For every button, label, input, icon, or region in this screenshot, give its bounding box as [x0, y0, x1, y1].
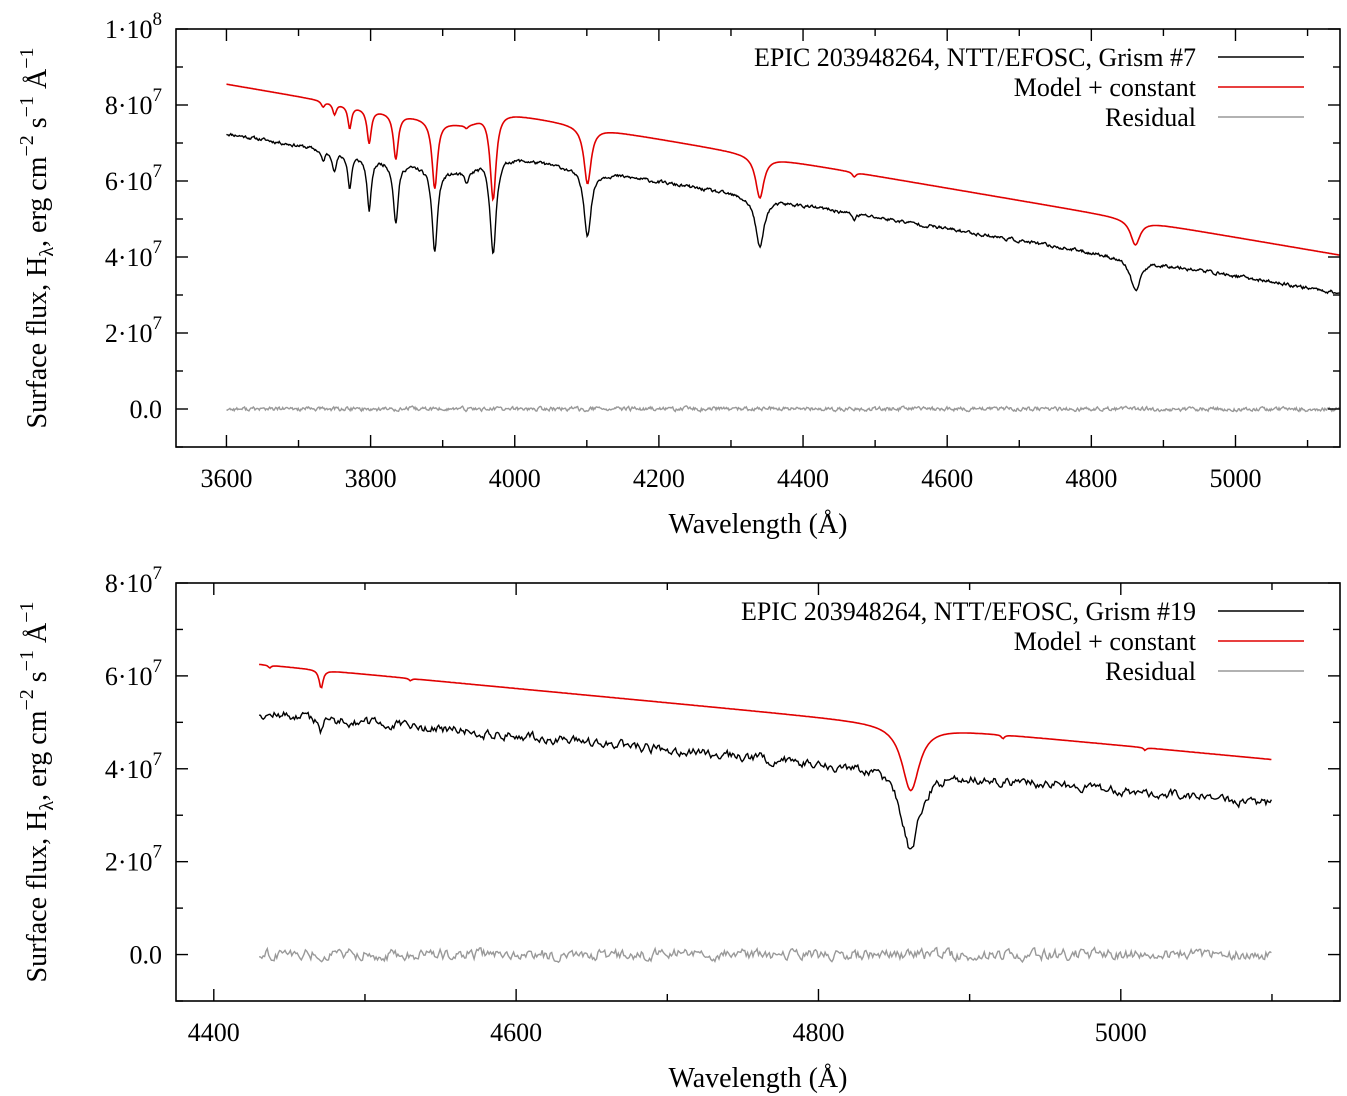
legend-label: Model + constant: [1014, 73, 1197, 102]
x-tick-label: 4000: [489, 464, 541, 493]
x-tick-label: 3600: [200, 464, 252, 493]
legend-entry: Residual: [1105, 657, 1304, 686]
y-tick-label: 1·108: [105, 9, 162, 44]
plot-area: [226, 83, 1340, 413]
series-residual: [226, 405, 1340, 413]
x-tick-label: 4800: [792, 1018, 844, 1047]
plot-frame: [175, 582, 1341, 1002]
legend-entry: Residual: [1105, 103, 1304, 132]
y-tick-label: 4·107: [105, 749, 162, 784]
y-tick-label: 2·107: [105, 313, 162, 348]
series-model: [226, 83, 1340, 256]
y-tick-label: 0.0: [130, 395, 163, 424]
series-residual: [258, 946, 1272, 964]
x-tick-label: 3800: [345, 464, 397, 493]
legend-label: Residual: [1105, 657, 1196, 686]
x-tick-label: 4400: [188, 1018, 240, 1047]
legend-entry: Model + constant: [1014, 627, 1304, 656]
y-tick-label: 8·107: [105, 85, 162, 120]
legend-label: Residual: [1105, 103, 1196, 132]
y-tick-label: 8·107: [105, 563, 162, 598]
series-observed: [258, 710, 1273, 850]
legend-entry: Model + constant: [1014, 73, 1304, 102]
plot-frame: [175, 28, 1341, 448]
series-observed: [226, 132, 1340, 295]
x-axis-label: Wavelength (Å): [669, 509, 848, 540]
x-tick-label: 5000: [1095, 1018, 1147, 1047]
y-tick-label: 6·107: [105, 161, 162, 196]
panel-top: 3600 3800 4000 4200 4400 4600 4800 5000 0.0 2·107…: [16, 9, 1341, 540]
x-tick-label: 4600: [490, 1018, 542, 1047]
legend-entry: EPIC 203948264, NTT/EFOSC, Grism #7: [754, 43, 1304, 72]
x-axis-label: Wavelength (Å): [669, 1063, 848, 1094]
legend-label: EPIC 203948264, NTT/EFOSC, Grism #19: [741, 597, 1196, 626]
series-model: [259, 663, 1272, 792]
legend-label: Model + constant: [1014, 627, 1197, 656]
x-tick-label: 4400: [777, 464, 829, 493]
legend-entry: EPIC 203948264, NTT/EFOSC, Grism #19: [741, 597, 1304, 626]
plot-area: [258, 663, 1273, 964]
y-axis-label: Surface flux, Hλ, erg cm−2 s−1 Å−1: [16, 602, 58, 983]
y-tick-label: 4·107: [105, 237, 162, 272]
x-tick-label: 4600: [921, 464, 973, 493]
x-tick-label: 5000: [1209, 464, 1261, 493]
y-tick-label: 6·107: [105, 656, 162, 691]
y-axis-label: Surface flux, Hλ, erg cm−2 s−1 Å−1: [16, 48, 58, 429]
y-tick-label: 2·107: [105, 842, 162, 877]
panel-bottom: 4400 4600 4800 5000 0.0 2·107 4·107 6·107 8·107 W…: [16, 563, 1341, 1094]
legend-label: EPIC 203948264, NTT/EFOSC, Grism #7: [754, 43, 1196, 72]
x-tick-label: 4200: [633, 464, 685, 493]
y-tick-label: 0.0: [130, 941, 163, 970]
x-tick-label: 4800: [1065, 464, 1117, 493]
